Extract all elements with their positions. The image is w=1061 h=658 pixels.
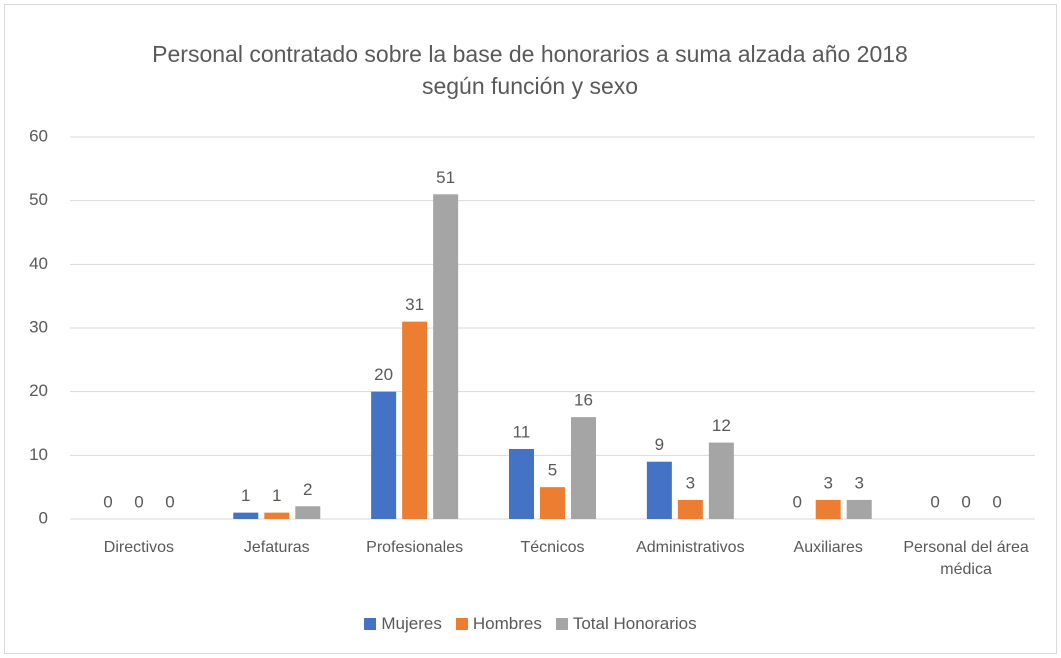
bar: [815, 499, 841, 519]
bar: [846, 499, 872, 519]
data-label: 1: [241, 486, 250, 505]
bar: [708, 442, 734, 519]
bar: [509, 448, 534, 519]
y-tick-label: 40: [29, 254, 48, 273]
data-label: 5: [548, 461, 557, 480]
bar: [646, 461, 672, 519]
x-tick-label: Auxiliares: [793, 539, 863, 556]
x-tick-label: Jefaturas: [243, 539, 310, 556]
data-label: 0: [134, 492, 143, 511]
chart-title: Personal contratado sobre la base de hon…: [152, 41, 908, 99]
bar: [402, 321, 428, 519]
data-label: 0: [961, 492, 970, 511]
bar: [677, 499, 703, 519]
legend: Mujeres Hombres Total Honorarios: [0, 614, 1061, 634]
bar: [371, 391, 397, 519]
legend-label: Hombres: [472, 614, 542, 633]
data-label: 12: [712, 416, 731, 435]
x-tick-label: Directivos: [103, 539, 175, 556]
data-label: 0: [103, 492, 112, 511]
x-tick-label: Profesionales: [366, 539, 464, 556]
data-label: 3: [854, 473, 863, 492]
data-label: 0: [792, 492, 801, 511]
x-tick-label: Personal del área médica: [903, 539, 1029, 578]
legend-swatch: [364, 618, 377, 630]
data-label: 3: [686, 473, 695, 492]
y-tick-label: 50: [29, 190, 48, 209]
data-label: 16: [574, 391, 593, 410]
y-tick-label: 30: [29, 317, 48, 336]
legend-swatch: [555, 618, 568, 630]
bar: [540, 487, 565, 519]
legend-label: Total Honorarios: [572, 614, 697, 633]
data-label: 3: [823, 473, 832, 492]
y-tick-label: 0: [39, 508, 48, 527]
legend-label: Mujeres: [381, 614, 442, 633]
bar: [233, 512, 259, 519]
y-tick-label: 60: [29, 126, 48, 145]
bar: [571, 417, 596, 519]
legend-swatch: [455, 618, 468, 630]
data-label: 0: [992, 492, 1001, 511]
data-label: 9: [655, 435, 664, 454]
data-label: 11: [513, 422, 531, 441]
x-tick-label: Técnicos: [520, 539, 585, 556]
chart-border: [4, 4, 1057, 654]
data-label: 31: [405, 295, 424, 314]
data-label: 2: [303, 480, 312, 499]
data-label: 0: [165, 492, 174, 511]
data-label: 20: [374, 365, 393, 384]
x-tick-label: Administrativos: [636, 539, 745, 556]
bar: [295, 506, 321, 519]
legend-item: Hombres: [455, 614, 542, 634]
bar: [264, 512, 290, 519]
y-tick-label: 20: [29, 381, 48, 400]
data-label: 51: [436, 168, 455, 187]
y-tick-label: 10: [29, 445, 48, 464]
data-label: 0: [930, 492, 939, 511]
legend-item: Total Honorarios: [555, 614, 697, 634]
data-label: 1: [272, 486, 281, 505]
bar: [433, 194, 459, 520]
legend-item: Mujeres: [364, 614, 442, 634]
